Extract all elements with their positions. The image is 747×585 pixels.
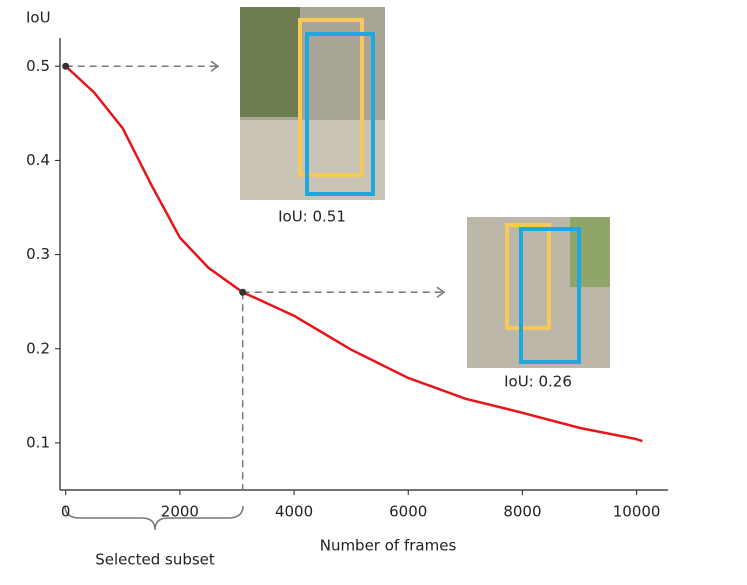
x-tick-label: 4000 [275, 503, 313, 521]
x-tick-label: 0 [61, 503, 71, 521]
x-tick-label: 6000 [389, 503, 427, 521]
example-image-1 [240, 7, 385, 200]
x-tick-label: 2000 [161, 503, 199, 521]
highlight-point [62, 62, 70, 70]
data-line [64, 65, 643, 443]
y-tick-label: 0.3 [26, 245, 50, 263]
y-tick-label: 0.1 [26, 433, 50, 451]
x-axis-label: Number of frames [320, 537, 457, 555]
x-tick-label: 10000 [613, 503, 661, 521]
subset-label: Selected subset [95, 551, 215, 569]
y-axis-label: IoU [26, 9, 51, 27]
example-image-2 [467, 217, 610, 368]
x-tick-label: 8000 [503, 503, 541, 521]
y-tick-label: 0.2 [26, 339, 50, 357]
subset-brace [64, 505, 244, 531]
image-caption: IoU: 0.51 [278, 208, 346, 226]
highlight-point [239, 288, 247, 296]
y-tick-label: 0.5 [26, 57, 50, 75]
y-tick-label: 0.4 [26, 151, 50, 169]
guide-arrow [436, 286, 446, 298]
guide-arrow [210, 60, 220, 72]
image-caption: IoU: 0.26 [504, 373, 572, 391]
